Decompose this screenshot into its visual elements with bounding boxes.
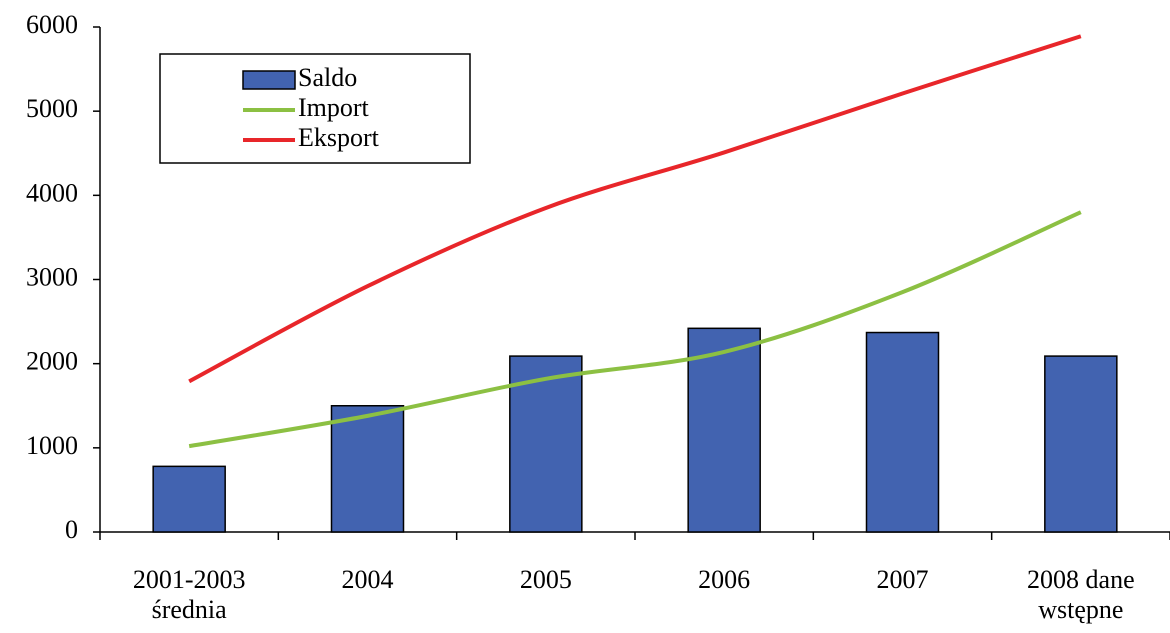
legend-label: Saldo (298, 63, 357, 92)
bar (687, 327, 761, 533)
y-tick-label: 1000 (26, 431, 78, 460)
line (188, 34, 1082, 384)
y-tick-label: 5000 (26, 94, 78, 123)
bar (1044, 355, 1118, 533)
legend-label: Import (298, 93, 370, 122)
legend (159, 53, 471, 164)
legend-swatch (242, 70, 296, 90)
y-tick-label: 2000 (26, 347, 78, 376)
y-tick-label: 0 (65, 515, 78, 544)
bar (330, 405, 405, 533)
bar (152, 465, 226, 533)
x-tick-label: 2008 dane wstępne (1027, 565, 1135, 624)
bar (865, 331, 940, 533)
y-tick-label: 3000 (26, 262, 78, 291)
x-tick-label: 2004 (341, 565, 394, 594)
x-tick-label: 2001-2003 średnia (132, 565, 246, 624)
y-tick-label: 6000 (26, 10, 78, 39)
y-tick-label: 4000 (26, 178, 78, 207)
legend-label: Eksport (298, 123, 380, 152)
line (188, 210, 1082, 449)
x-tick-label: 2005 (519, 565, 572, 594)
x-tick-label: 2006 (698, 565, 751, 594)
x-tick-label: 2007 (876, 565, 929, 594)
